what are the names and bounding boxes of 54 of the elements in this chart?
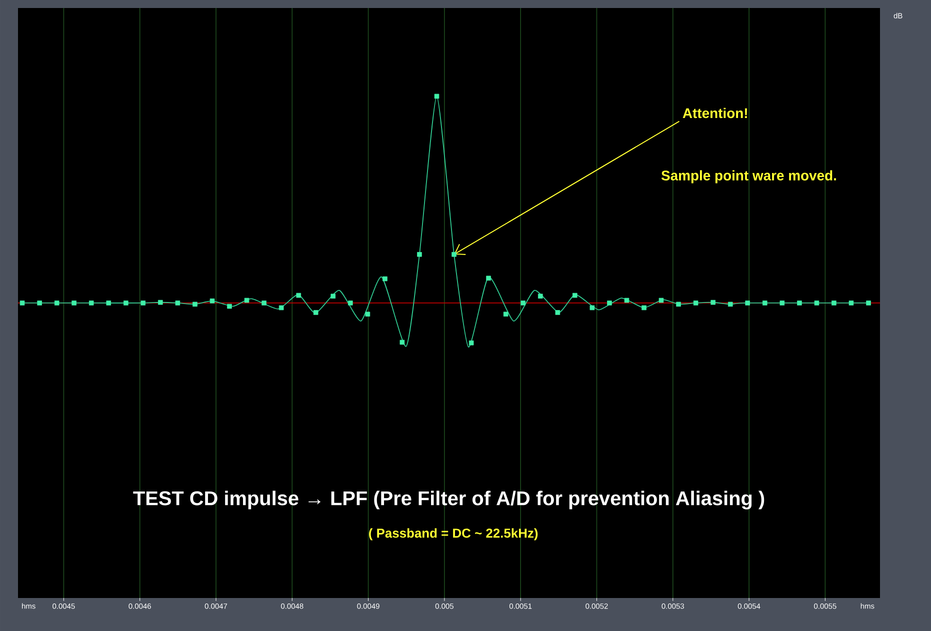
point xyxy=(452,252,456,257)
point xyxy=(210,298,215,304)
point xyxy=(762,300,768,306)
point xyxy=(365,312,370,317)
point xyxy=(88,300,94,306)
point xyxy=(848,300,854,306)
point xyxy=(54,300,60,306)
annotation: Attention! xyxy=(682,108,747,118)
point xyxy=(227,304,232,309)
point xyxy=(296,292,302,298)
point xyxy=(313,310,318,315)
point xyxy=(262,300,266,306)
point xyxy=(20,300,25,306)
point xyxy=(693,300,698,306)
point xyxy=(503,312,508,317)
point xyxy=(244,298,250,303)
point xyxy=(832,300,836,306)
point xyxy=(866,300,871,306)
point xyxy=(124,300,128,306)
point xyxy=(676,302,681,307)
point xyxy=(192,302,198,307)
point xyxy=(417,252,422,257)
point xyxy=(555,310,560,315)
point xyxy=(538,294,543,299)
text: ( Passband = DC ~ 22.5kHz) xyxy=(369,528,538,540)
text: TEST CD impulse → LPF (Pre Filter of A/D for prevention Aliasing ) xyxy=(133,490,764,510)
annotation: Sample point ware moved. xyxy=(661,170,836,184)
point xyxy=(658,298,664,303)
point xyxy=(486,276,491,281)
point xyxy=(780,300,785,306)
point xyxy=(158,300,163,305)
point xyxy=(572,292,578,298)
point xyxy=(710,300,716,305)
point xyxy=(814,300,820,306)
point xyxy=(348,300,353,306)
point xyxy=(434,94,440,99)
point xyxy=(37,300,42,306)
point xyxy=(278,305,284,310)
point xyxy=(140,300,146,306)
point xyxy=(590,305,595,310)
point xyxy=(106,300,112,306)
point xyxy=(175,300,180,306)
point xyxy=(72,300,76,306)
point xyxy=(382,276,388,282)
point xyxy=(400,340,405,345)
point xyxy=(607,300,612,306)
point xyxy=(642,305,646,310)
point xyxy=(728,302,733,307)
point xyxy=(468,340,474,346)
point xyxy=(745,300,750,306)
point xyxy=(797,300,802,306)
point xyxy=(330,294,336,299)
point xyxy=(624,298,630,303)
point xyxy=(520,300,526,306)
